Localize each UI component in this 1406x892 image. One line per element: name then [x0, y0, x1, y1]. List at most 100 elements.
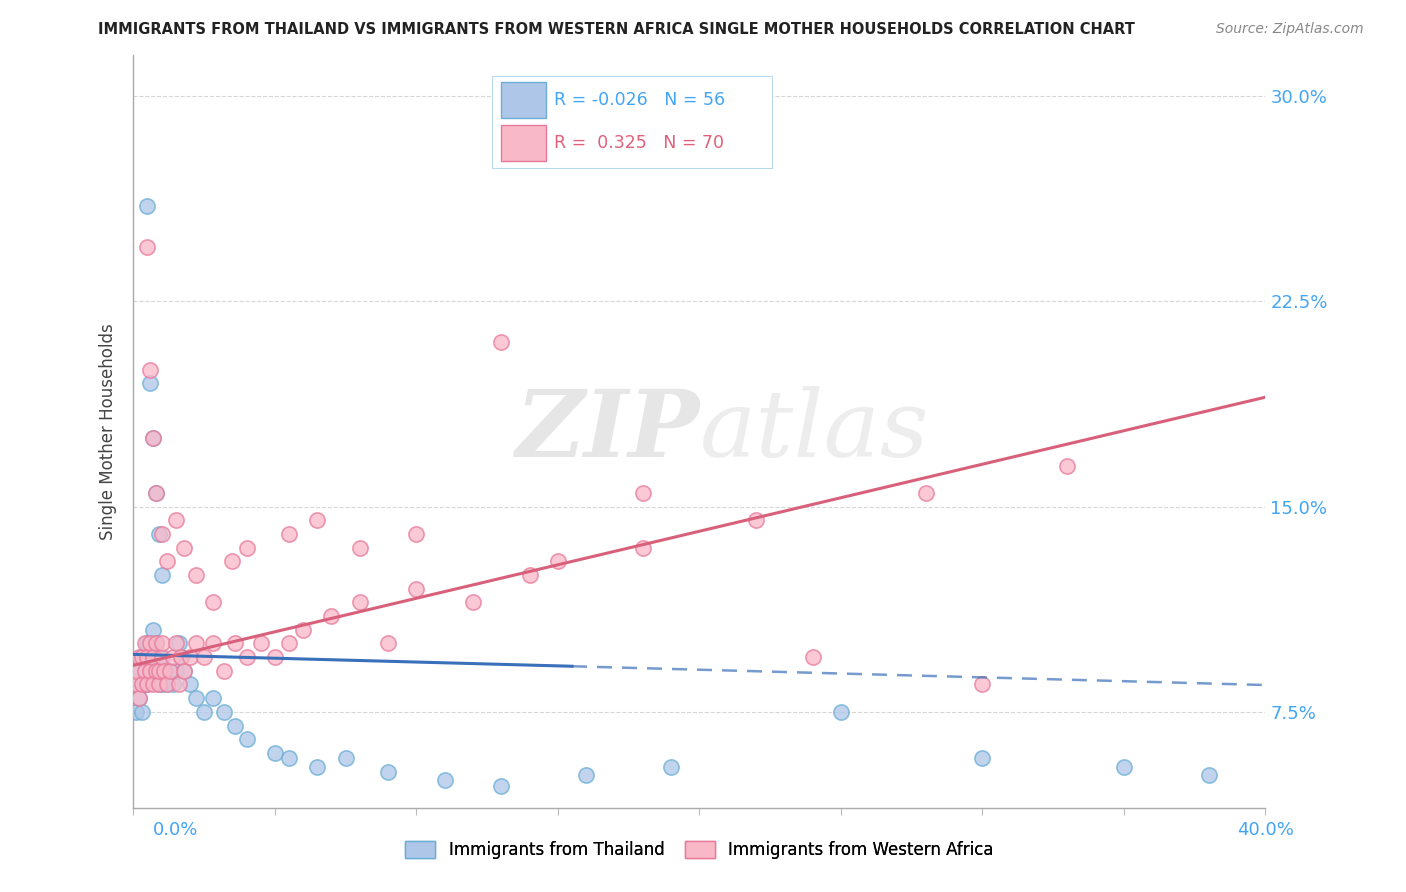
Point [167, 677, 190, 691]
Point [547, 554, 569, 568]
Point [150, 527, 173, 541]
Point [263, 746, 285, 760]
Point [128, 691, 150, 706]
Point [136, 677, 159, 691]
Point [136, 199, 159, 213]
Point [235, 732, 257, 747]
FancyBboxPatch shape [501, 82, 546, 118]
Point [145, 486, 167, 500]
Point [165, 513, 187, 527]
Point [659, 759, 682, 773]
Point [278, 636, 301, 650]
Point [142, 650, 165, 665]
Point [193, 650, 215, 665]
Point [1056, 458, 1078, 473]
Point [235, 650, 257, 665]
Point [134, 677, 156, 691]
Point [377, 636, 399, 650]
Point [156, 554, 179, 568]
Point [150, 664, 173, 678]
Point [201, 691, 224, 706]
Point [159, 664, 181, 678]
Point [170, 650, 193, 665]
Point [201, 636, 224, 650]
Point [148, 677, 170, 691]
Point [249, 636, 271, 650]
Point [145, 664, 167, 678]
Point [125, 664, 148, 678]
Point [179, 677, 201, 691]
Point [167, 636, 190, 650]
Point [519, 568, 541, 582]
Point [165, 636, 187, 650]
Point [162, 677, 184, 691]
Point [136, 636, 159, 650]
Point [134, 636, 156, 650]
Point [148, 677, 170, 691]
Point [278, 751, 301, 765]
Point [292, 623, 315, 637]
Point [745, 513, 768, 527]
Point [491, 779, 513, 793]
Point [139, 664, 162, 678]
Point [224, 718, 246, 732]
Point [201, 595, 224, 609]
Text: atlas: atlas [699, 386, 929, 476]
Point [433, 773, 456, 788]
Text: 0.0%: 0.0% [153, 821, 198, 838]
Point [631, 486, 654, 500]
Point [142, 650, 165, 665]
Point [263, 650, 285, 665]
Point [139, 664, 162, 678]
Point [150, 568, 173, 582]
Point [142, 623, 165, 637]
Point [148, 650, 170, 665]
Legend: Immigrants from Thailand, Immigrants from Western Africa: Immigrants from Thailand, Immigrants fro… [396, 832, 1001, 867]
Point [128, 664, 150, 678]
Point [150, 636, 173, 650]
Point [142, 677, 165, 691]
Point [139, 376, 162, 391]
Point [139, 363, 162, 377]
Point [491, 335, 513, 350]
Point [278, 527, 301, 541]
Point [131, 650, 153, 665]
Point [142, 431, 165, 445]
Point [1198, 768, 1220, 782]
Point [153, 664, 176, 678]
Point [131, 705, 153, 719]
Point [377, 765, 399, 780]
Point [145, 636, 167, 650]
Point [405, 582, 427, 596]
Point [165, 664, 187, 678]
Point [307, 513, 329, 527]
Point [150, 650, 173, 665]
Point [173, 664, 195, 678]
Point [136, 650, 159, 665]
Y-axis label: Single Mother Households: Single Mother Households [100, 323, 117, 540]
Point [134, 664, 156, 678]
Point [134, 664, 156, 678]
Point [235, 541, 257, 555]
Point [128, 691, 150, 706]
Point [335, 751, 357, 765]
Point [405, 527, 427, 541]
Point [193, 705, 215, 719]
Point [145, 664, 167, 678]
Point [184, 636, 207, 650]
Point [136, 677, 159, 691]
Point [184, 568, 207, 582]
Point [224, 636, 246, 650]
Point [170, 650, 193, 665]
Point [461, 595, 484, 609]
Point [139, 636, 162, 650]
FancyBboxPatch shape [492, 76, 773, 169]
FancyBboxPatch shape [501, 126, 546, 161]
Text: R =  0.325   N = 70: R = 0.325 N = 70 [554, 135, 724, 153]
Point [125, 677, 148, 691]
Point [139, 636, 162, 650]
Point [349, 595, 371, 609]
Point [830, 705, 852, 719]
Point [321, 609, 343, 624]
Point [212, 664, 235, 678]
